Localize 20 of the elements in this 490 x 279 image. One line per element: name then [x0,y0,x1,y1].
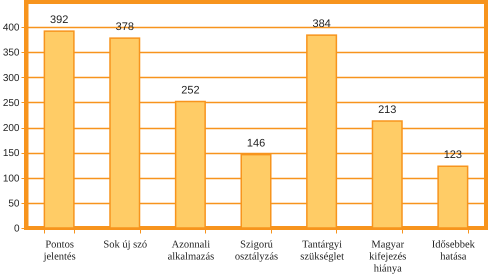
y-tick-label: 0 [14,224,20,234]
x-tick-label: Sok új szó [103,240,148,250]
x-tick-label: Azonnali alkalmazás [168,240,214,262]
data-label: 252 [181,84,200,96]
y-tick-label: 400 [2,22,20,34]
y-tick-label: 300 [2,72,20,84]
y-tick-label: 150 [2,148,20,160]
data-label: 213 [378,104,396,116]
y-tick-label: 200 [2,123,20,134]
y-tick-label: 50 [8,198,20,210]
data-label: 392 [50,14,68,26]
data-label: 146 [246,138,266,150]
x-tick-label: Tantárgyi szükséglet [300,240,344,262]
y-tick-label: 250 [2,98,20,109]
x-tick-label: Szigorú osztályzás [234,240,278,262]
y-tick-label: 350 [2,48,20,59]
x-tick-label: Pontos jelentés [42,240,76,262]
y-tick-label: 100 [2,173,20,184]
x-tick-label: Magyar kifejezés hiánya [369,240,406,274]
x-tick-label: Idősebbek hatása [432,240,476,262]
